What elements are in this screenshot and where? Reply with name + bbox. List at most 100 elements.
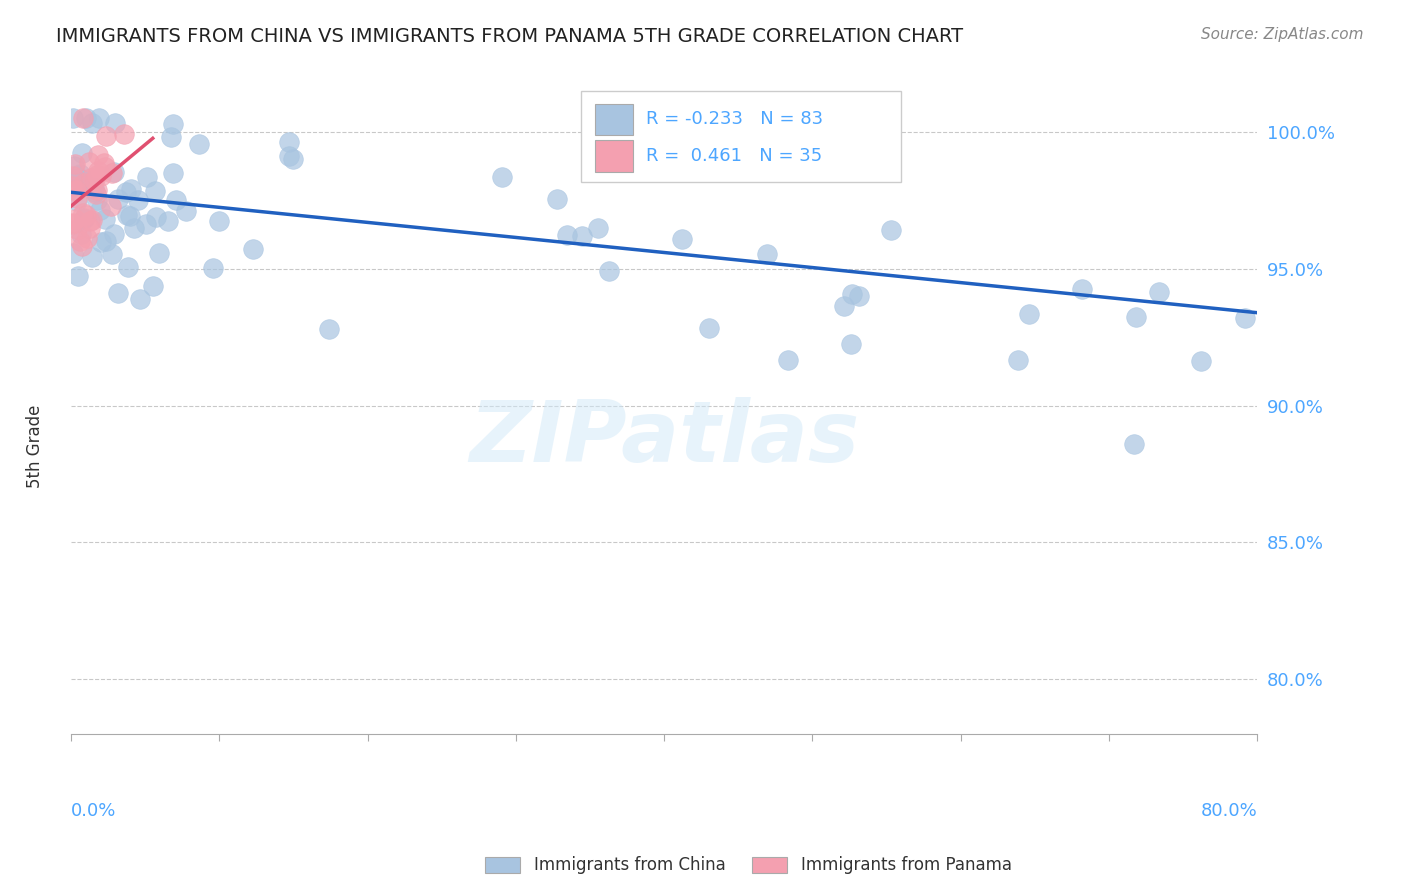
Point xyxy=(75,208,97,222)
Point xyxy=(1189,354,1212,368)
Point xyxy=(1123,437,1146,451)
Point xyxy=(848,289,870,303)
Point xyxy=(1018,307,1040,321)
Point xyxy=(70,173,93,187)
Point xyxy=(128,293,150,307)
Point xyxy=(242,242,264,256)
Point xyxy=(62,112,84,126)
Point xyxy=(83,172,105,186)
Point xyxy=(114,127,136,141)
Point xyxy=(159,130,181,145)
Point xyxy=(79,214,101,228)
Point xyxy=(1147,285,1170,299)
Point xyxy=(143,184,166,198)
Point xyxy=(839,337,862,351)
Point xyxy=(100,199,122,213)
Text: 0.0%: 0.0% xyxy=(72,802,117,821)
Point xyxy=(120,182,142,196)
Point xyxy=(162,166,184,180)
Point xyxy=(135,217,157,231)
Point xyxy=(72,205,94,219)
Point xyxy=(63,157,86,171)
Point xyxy=(555,227,578,242)
Point xyxy=(148,246,170,260)
Point xyxy=(136,169,159,184)
Point xyxy=(66,169,89,184)
Point xyxy=(176,204,198,219)
Point xyxy=(94,212,117,227)
Text: R = -0.233   N = 83: R = -0.233 N = 83 xyxy=(647,111,824,128)
Point xyxy=(1070,281,1092,295)
Point xyxy=(157,213,180,227)
Point xyxy=(841,287,863,301)
Point xyxy=(87,164,110,178)
Point xyxy=(117,209,139,223)
Point xyxy=(73,176,96,190)
Point xyxy=(87,148,110,162)
Point xyxy=(70,145,93,160)
Point xyxy=(107,285,129,300)
Point xyxy=(80,170,103,185)
Point xyxy=(69,234,91,248)
Point xyxy=(82,212,104,227)
FancyBboxPatch shape xyxy=(595,140,633,172)
Point xyxy=(117,260,139,275)
Point xyxy=(90,235,112,249)
FancyBboxPatch shape xyxy=(581,91,901,183)
Point xyxy=(162,117,184,131)
Point xyxy=(546,192,568,206)
Point xyxy=(80,181,103,195)
Point xyxy=(697,321,720,335)
Point xyxy=(776,352,799,367)
Point xyxy=(658,143,681,157)
Point xyxy=(87,112,110,126)
Point xyxy=(103,227,125,241)
Point xyxy=(94,160,117,174)
Point xyxy=(70,227,93,241)
Point xyxy=(127,193,149,207)
Point xyxy=(76,230,98,244)
Point xyxy=(60,179,83,194)
Point xyxy=(208,213,231,227)
Point xyxy=(73,211,96,226)
Point xyxy=(86,168,108,182)
Point xyxy=(86,194,108,208)
Point xyxy=(879,223,901,237)
Point xyxy=(281,152,304,166)
Point xyxy=(62,169,84,183)
Text: 80.0%: 80.0% xyxy=(1201,802,1257,821)
Point xyxy=(104,116,127,130)
Point xyxy=(65,183,87,197)
Point xyxy=(72,112,94,126)
Point xyxy=(1233,311,1256,326)
Text: Immigrants from Panama: Immigrants from Panama xyxy=(801,856,1012,874)
Point xyxy=(671,232,693,246)
Point xyxy=(1125,310,1147,324)
Point xyxy=(165,193,187,207)
Point xyxy=(571,229,593,244)
Point xyxy=(277,135,299,149)
Point xyxy=(122,221,145,235)
Point xyxy=(89,203,111,218)
Point xyxy=(118,209,141,223)
Point xyxy=(93,156,115,170)
Point xyxy=(107,193,129,207)
Point xyxy=(114,185,136,199)
Point xyxy=(80,116,103,130)
Point xyxy=(62,245,84,260)
Point xyxy=(66,221,89,235)
Point xyxy=(66,191,89,205)
Point xyxy=(755,247,778,261)
Text: ZIPatlas: ZIPatlas xyxy=(470,397,859,480)
Point xyxy=(278,149,301,163)
Text: 5th Grade: 5th Grade xyxy=(27,404,44,488)
Point xyxy=(86,182,108,196)
Point xyxy=(101,246,124,260)
Point xyxy=(83,185,105,199)
Text: Source: ZipAtlas.com: Source: ZipAtlas.com xyxy=(1201,27,1364,42)
Point xyxy=(318,322,340,336)
Point xyxy=(63,211,86,226)
Text: IMMIGRANTS FROM CHINA VS IMMIGRANTS FROM PANAMA 5TH GRADE CORRELATION CHART: IMMIGRANTS FROM CHINA VS IMMIGRANTS FROM… xyxy=(56,27,963,45)
Point xyxy=(94,234,117,248)
Point xyxy=(202,260,225,275)
